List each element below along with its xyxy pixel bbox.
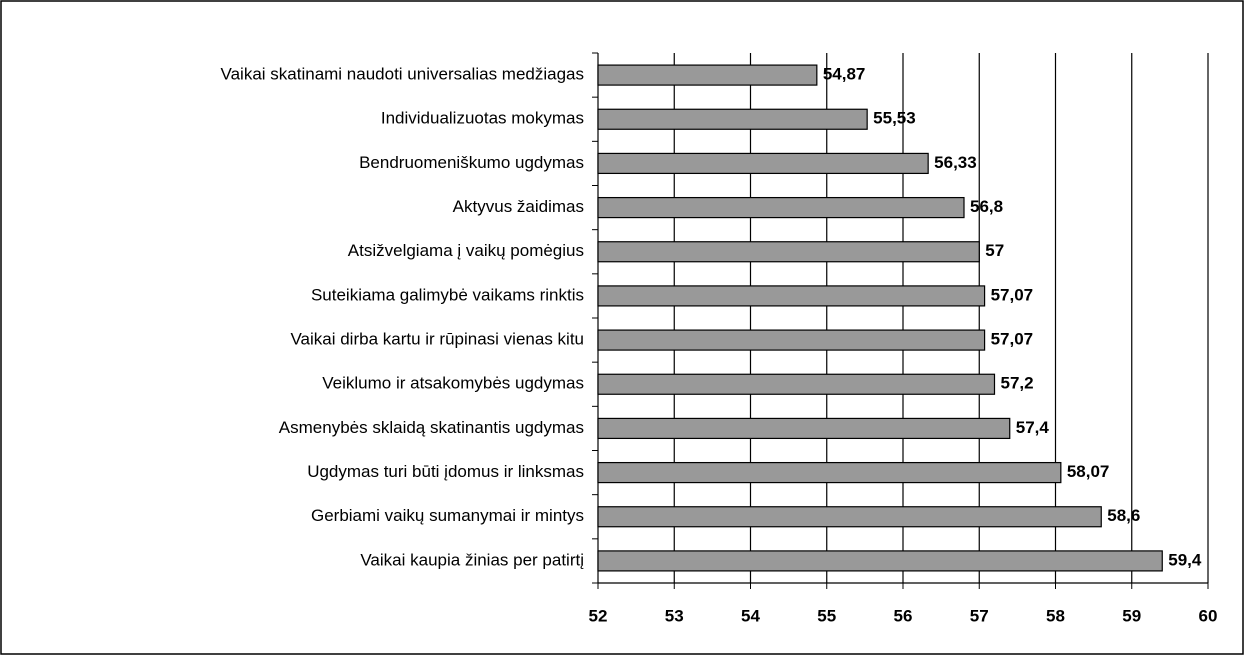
y-tick-label: Asmenybės sklaidą skatinantis ugdymas (279, 418, 584, 437)
data-label: 58,07 (1067, 462, 1110, 481)
bar (597, 64, 818, 86)
y-tick-label: Vaikai kaupia žinias per patirtį (360, 550, 584, 569)
y-tick-label: Vaikai dirba kartu ir rūpinasi vienas ki… (290, 330, 584, 349)
y-tick-label: Veiklumo ir atsakomybės ugdymas (322, 374, 584, 393)
x-tick-label: 53 (665, 606, 684, 625)
x-tick-label: 57 (970, 606, 989, 625)
data-label: 54,87 (823, 65, 866, 84)
y-tick-label: Vaikai skatinami naudoti universalias me… (221, 65, 584, 84)
x-tick-label: 59 (1122, 606, 1141, 625)
bar (597, 506, 1102, 528)
y-tick-label: Bendruomeniškumo ugdymas (359, 153, 584, 172)
bar (597, 152, 929, 175)
bar (597, 373, 996, 395)
data-label: 59,4 (1168, 550, 1202, 569)
data-label: 55,53 (873, 109, 916, 128)
bar (597, 550, 1163, 572)
bar (597, 417, 1011, 440)
bar (597, 285, 986, 307)
data-label: 57 (985, 241, 1004, 260)
data-label: 56,8 (970, 197, 1003, 216)
data-label: 57,07 (991, 330, 1034, 349)
y-tick-label: Suteikiama galimybė vaikams rinktis (311, 285, 584, 304)
y-tick-label: Individualizuotas mokymas (381, 109, 584, 128)
data-label: 56,33 (934, 153, 977, 172)
x-tick-label: 54 (741, 606, 760, 625)
bar (597, 241, 980, 263)
bar (597, 329, 986, 351)
x-tick-label: 60 (1199, 606, 1218, 625)
y-tick-label: Ugdymas turi būti įdomus ir linksmas (307, 462, 584, 481)
y-tick-label: Aktyvus žaidimas (453, 197, 584, 216)
bar (597, 461, 1062, 484)
x-tick-label: 58 (1046, 606, 1065, 625)
data-label: 57,2 (1001, 374, 1034, 393)
x-tick-label: 56 (894, 606, 913, 625)
y-tick-label: Atsižvelgiama į vaikų pomėgius (348, 241, 584, 260)
bar (597, 196, 965, 219)
data-label: 57,4 (1016, 418, 1050, 437)
data-label: 58,6 (1107, 506, 1140, 525)
y-tick-label: Gerbiami vaikų sumanymai ir mintys (311, 506, 584, 525)
x-tick-label: 52 (589, 606, 608, 625)
x-tick-label: 55 (817, 606, 836, 625)
bar (597, 108, 868, 130)
data-label: 57,07 (991, 285, 1034, 304)
